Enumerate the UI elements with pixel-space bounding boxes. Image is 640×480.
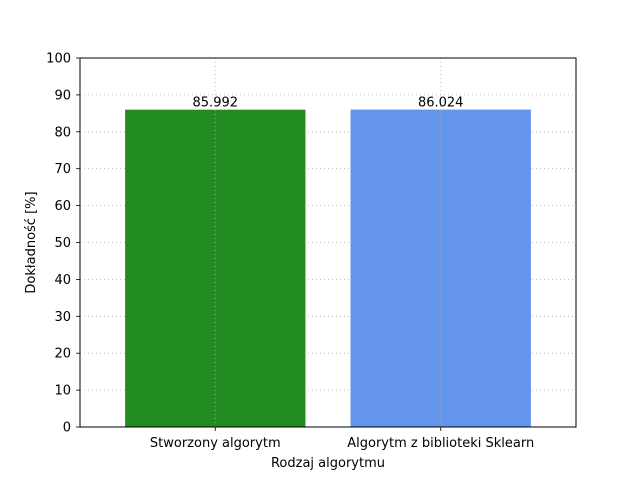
bars [125,109,531,428]
x-axis: Stworzony algorytm Algorytm z biblioteki … [150,427,534,451]
y-axis: 0 10 20 30 40 50 60 70 80 90 100 [46,52,80,436]
bar [125,109,306,428]
bar-value-label: 85.992 [193,96,239,111]
vertical-grid-lines [214,58,442,427]
y-tick-label: 70 [54,162,71,177]
y-tick-label: 0 [63,421,71,436]
x-tick-label: Algorytm z biblioteki Sklearn [347,436,534,451]
x-tick-label: Stworzony algorytm [150,436,281,451]
data-labels: 85.992 86.024 [193,96,464,111]
x-axis-label: Rodzaj algorytmu [271,456,385,471]
y-tick-label: 80 [54,125,71,140]
y-tick-label: 40 [54,273,71,288]
bar [350,109,531,427]
y-tick-label: 30 [54,310,71,325]
y-tick-label: 90 [54,88,71,103]
y-tick-label: 50 [54,236,71,251]
y-tick-label: 60 [54,199,71,214]
y-tick-label: 10 [54,384,71,399]
y-axis-label: Dokładność [%] [24,191,39,293]
y-tick-label: 100 [46,52,71,67]
y-tick-label: 20 [54,347,71,362]
bar-value-label: 86.024 [418,96,464,111]
